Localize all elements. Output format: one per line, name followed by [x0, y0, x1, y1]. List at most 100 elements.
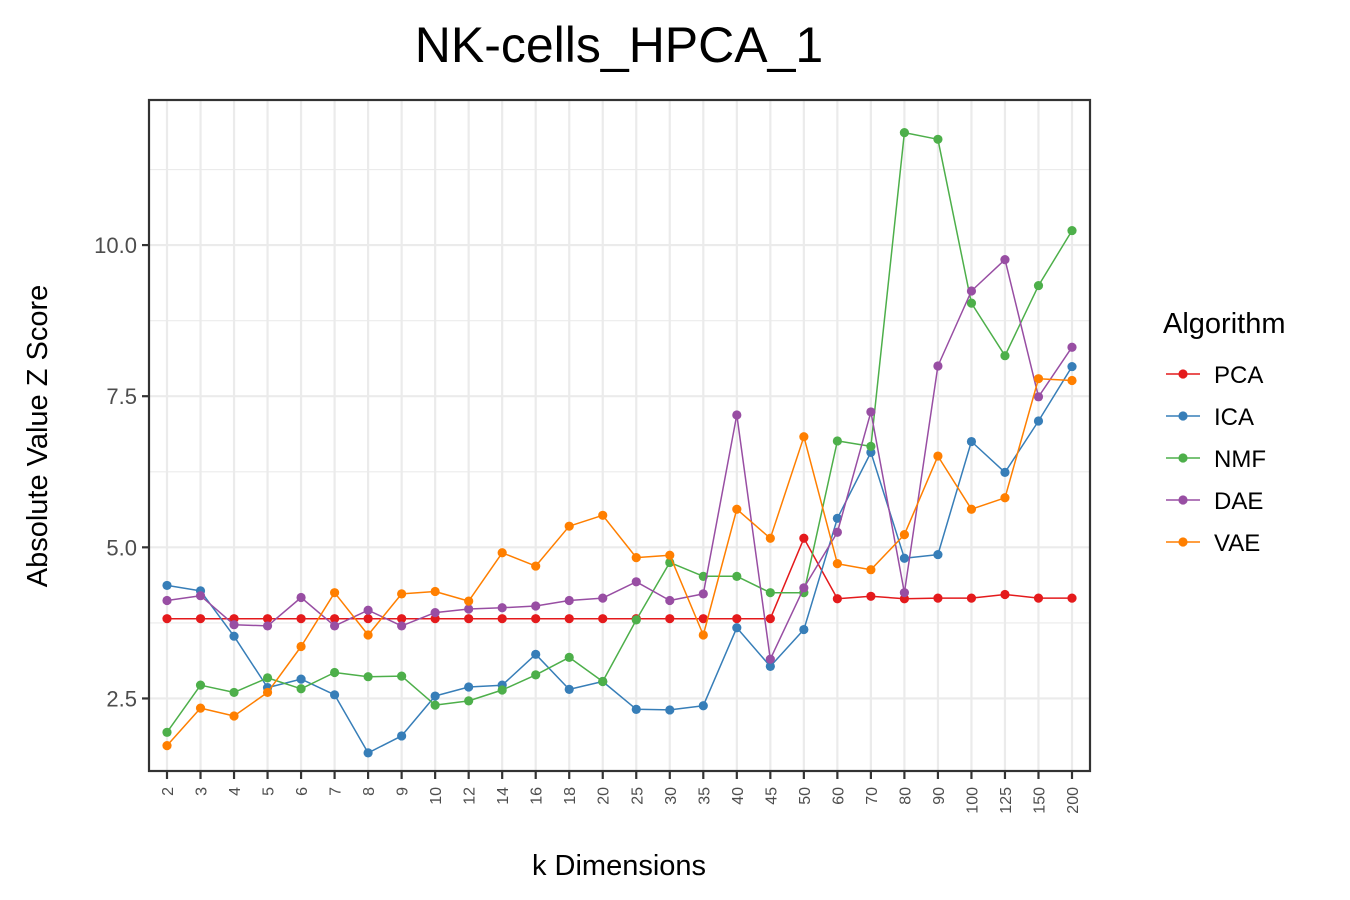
x-tick-label: 9	[395, 787, 412, 796]
x-axis-title: k Dimensions	[532, 850, 706, 882]
data-point-pca	[1033, 593, 1044, 603]
data-point-pca	[765, 614, 775, 624]
data-point-nmf	[531, 670, 541, 680]
legend-label: NMF	[1214, 446, 1266, 473]
data-point-nmf	[1067, 225, 1077, 236]
data-point-ica	[329, 690, 340, 700]
data-point-vae	[397, 589, 407, 599]
data-point-dae	[1067, 342, 1077, 352]
data-point-vae	[832, 559, 842, 569]
x-tick-label: 3	[194, 787, 211, 796]
y-tick-label: 10.0	[94, 233, 137, 258]
data-point-dae	[799, 583, 809, 593]
data-point-ica	[564, 684, 574, 694]
data-point-vae	[933, 451, 943, 461]
data-point-ica	[531, 649, 541, 659]
data-point-vae	[665, 550, 675, 560]
series-line-vae	[166, 377, 1073, 747]
x-tick-label: 20	[596, 787, 613, 805]
data-point-pca	[665, 614, 675, 624]
data-point-dae	[732, 410, 742, 420]
data-point-dae	[1000, 254, 1010, 265]
legend-label: DAE	[1214, 488, 1263, 515]
data-point-dae	[531, 601, 541, 611]
data-point-dae	[899, 588, 910, 598]
legend-title: Algorithm	[1163, 308, 1286, 340]
series-dae	[162, 254, 1077, 664]
x-tick-label: 90	[931, 787, 948, 805]
x-tick-label: 35	[696, 787, 713, 805]
data-point-pca	[966, 593, 977, 603]
data-point-dae	[464, 604, 474, 614]
data-point-vae	[698, 630, 708, 640]
data-point-pca	[162, 614, 172, 624]
data-point-pca	[799, 533, 809, 543]
x-tick-label: 10	[428, 787, 445, 805]
data-point-dae	[598, 593, 608, 603]
data-point-vae	[1033, 374, 1044, 384]
data-point-vae	[363, 630, 373, 640]
data-point-dae	[430, 608, 440, 618]
y-axis-title: Absolute Value Z Score	[22, 285, 54, 588]
data-point-nmf	[329, 667, 340, 678]
data-point-vae	[866, 565, 876, 575]
data-point-vae	[732, 504, 742, 514]
legend-item-nmf: NMF	[1166, 446, 1266, 473]
data-point-vae	[430, 586, 440, 597]
x-tick-label: 8	[361, 787, 378, 796]
x-tick-label: 80	[897, 787, 914, 805]
legend-key-point	[1178, 537, 1188, 547]
data-point-vae	[229, 711, 239, 721]
series-line-dae	[166, 258, 1073, 660]
data-point-nmf	[899, 128, 910, 138]
data-point-dae	[1033, 392, 1044, 402]
legend: Algorithm PCA ICA NMF DAE VAE	[1163, 308, 1286, 557]
data-point-vae	[262, 687, 273, 698]
data-point-pca	[1000, 589, 1010, 600]
data-point-dae	[832, 527, 842, 537]
data-point-pca	[195, 614, 206, 624]
axes: 2.55.07.510.02 3 4 5 6 7 8 9 10 12 14 16 18 20 25 30 35 4…	[94, 233, 1082, 814]
data-point-vae	[1067, 375, 1077, 386]
legend-key-point	[1178, 369, 1188, 379]
data-point-ica	[799, 624, 809, 635]
x-tick-label: 4	[227, 787, 244, 796]
data-point-nmf	[866, 441, 876, 451]
data-point-vae	[564, 521, 574, 531]
data-point-pca	[329, 614, 340, 624]
data-point-ica	[631, 704, 641, 714]
data-point-pca	[531, 614, 541, 624]
legend-key-point	[1178, 495, 1188, 505]
data-point-nmf	[732, 571, 742, 581]
data-point-nmf	[397, 671, 407, 681]
legend-label: ICA	[1214, 404, 1254, 431]
data-point-vae	[195, 703, 206, 713]
data-point-nmf	[363, 672, 373, 682]
data-point-nmf	[966, 298, 977, 308]
x-tick-label: 7	[328, 787, 345, 796]
data-point-nmf	[832, 436, 842, 446]
data-point-vae	[464, 596, 474, 606]
data-point-dae	[765, 654, 775, 664]
data-point-nmf	[296, 684, 306, 694]
x-tick-label: 25	[629, 787, 646, 805]
data-point-ica	[229, 631, 239, 641]
x-tick-label: 5	[261, 787, 278, 796]
data-point-nmf	[430, 700, 440, 710]
data-point-ica	[899, 553, 910, 563]
plot-panel-border	[147, 98, 1092, 773]
data-point-ica	[162, 580, 172, 591]
y-tick-label: 5.0	[106, 535, 137, 560]
data-point-ica	[665, 705, 675, 715]
data-point-ica	[430, 691, 440, 701]
x-tick-label: 60	[830, 787, 847, 805]
data-point-pca	[296, 614, 306, 624]
data-point-ica	[363, 748, 373, 758]
x-tick-label: 45	[763, 787, 780, 805]
series-vae	[162, 374, 1077, 751]
data-point-dae	[162, 595, 172, 606]
data-point-nmf	[1033, 280, 1044, 291]
data-point-dae	[564, 595, 574, 606]
data-point-pca	[262, 614, 273, 624]
